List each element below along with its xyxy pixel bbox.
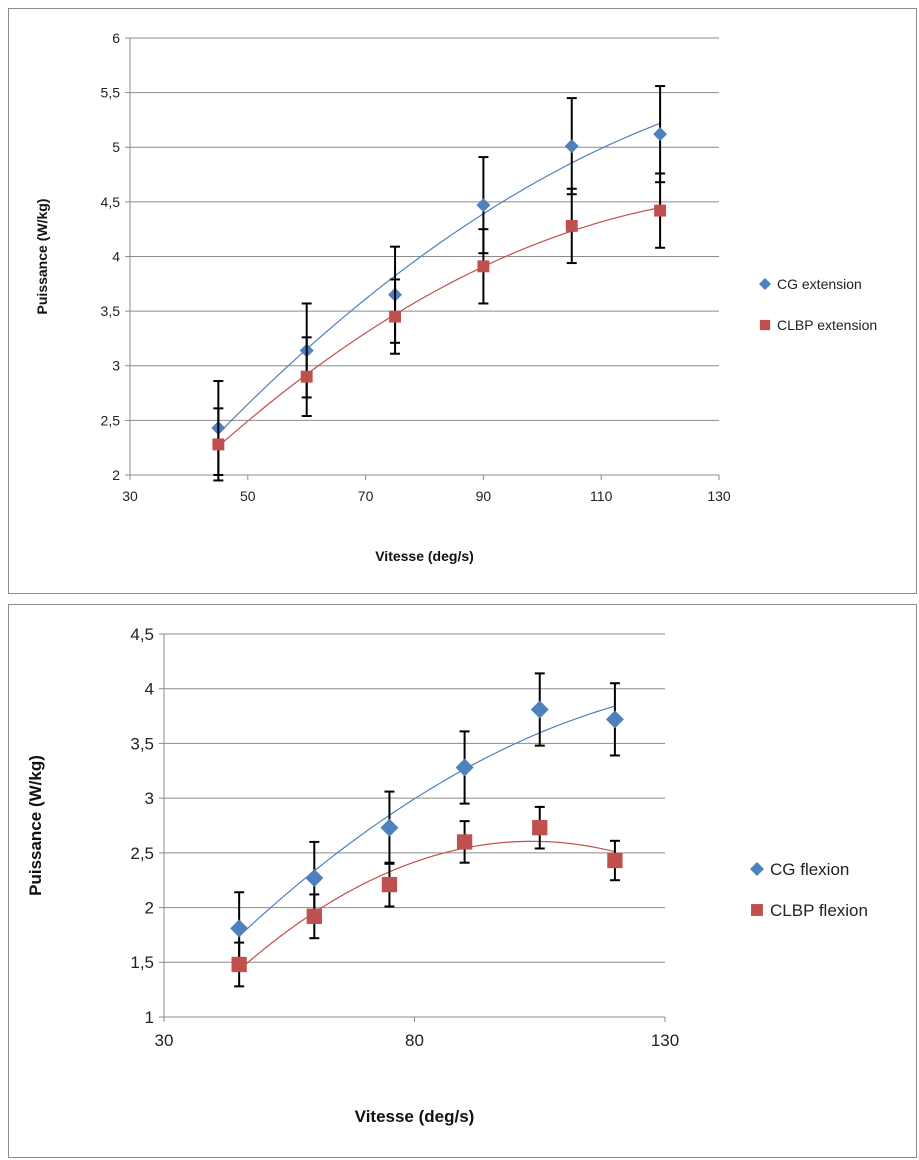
data-point-clbp	[456, 834, 473, 850]
chart-extension: 2 2,5 3 3,5 4 4,5 5 5,5 6 30 50 70 90 110 130 Vitesse (…	[8, 8, 917, 594]
data-point-cg	[230, 919, 249, 938]
data-point-cg	[530, 700, 549, 719]
y-tick-label: 6	[112, 30, 120, 46]
y-tick-label: 4	[112, 248, 120, 264]
x-tick-label: 130	[651, 1031, 679, 1050]
x-tick-label: 80	[405, 1031, 424, 1050]
data-point-cg	[380, 818, 399, 837]
legend-label: CG flexion	[770, 860, 849, 879]
data-point-cg	[564, 139, 579, 154]
data-point-cg	[653, 127, 668, 142]
x-tick-label: 30	[122, 488, 138, 504]
y-tick-label: 3,5	[130, 734, 154, 753]
y-axis-title: Puissance (W/kg)	[34, 199, 50, 315]
data-point-clbp	[300, 370, 313, 383]
y-tick-label: 5,5	[101, 85, 121, 101]
y-tick-label: 4	[145, 680, 154, 699]
legend-marker-clbp	[751, 904, 763, 916]
x-axis-title: Vitesse (deg/s)	[355, 1107, 475, 1126]
chart-extension-svg: 2 2,5 3 3,5 4 4,5 5 5,5 6 30 50 70 90 110 130 Vitesse (…	[34, 30, 877, 564]
data-point-clbp	[607, 852, 623, 869]
legend-marker-cg	[759, 278, 771, 290]
data-point-clbp	[231, 956, 247, 973]
legend-label: CG extension	[777, 276, 862, 292]
x-tick-label: 50	[240, 488, 256, 504]
y-tick-label: 2,5	[101, 412, 121, 428]
y-tick-label: 5	[112, 139, 120, 155]
y-tick-label: 2,5	[130, 844, 154, 863]
y-tick-label: 4,5	[101, 194, 121, 210]
x-tick-label: 90	[476, 488, 492, 504]
y-tick-label: 1	[145, 1008, 154, 1027]
data-point-cg	[605, 710, 624, 729]
legend-marker-clbp	[759, 319, 771, 331]
chart-flexion: 1 1,5 2 2,5 3 3,5 4 4,5 30 80 130 Vitesse (deg/s) Pu…	[8, 604, 917, 1158]
y-tick-label: 3	[145, 789, 154, 808]
data-point-clbp	[654, 204, 667, 217]
y-tick-label: 3,5	[101, 303, 121, 319]
data-point-clbp	[306, 908, 322, 924]
y-tick-label: 2	[112, 467, 120, 483]
x-axis-title: Vitesse (deg/s)	[375, 548, 474, 564]
y-tick-label: 1,5	[130, 953, 154, 972]
trendline-clbp	[238, 840, 616, 971]
data-point-clbp	[532, 820, 548, 836]
trendline-clbp	[217, 207, 661, 447]
x-tick-label: 70	[358, 488, 374, 504]
y-tick-label: 4,5	[130, 625, 154, 644]
x-tick-label: 30	[155, 1031, 174, 1050]
data-point-cg	[476, 198, 491, 213]
legend-marker-cg	[750, 862, 764, 876]
data-point-clbp	[477, 260, 490, 273]
trendline-cg	[238, 705, 616, 937]
data-point-clbp	[565, 219, 578, 232]
data-point-clbp	[212, 438, 225, 451]
chart-flexion-svg: 1 1,5 2 2,5 3 3,5 4 4,5 30 80 130 Vitesse (deg/s) Pu…	[26, 625, 868, 1126]
legend-label: CLBP extension	[777, 317, 877, 333]
data-point-clbp	[381, 876, 398, 893]
x-tick-label: 130	[707, 488, 731, 504]
data-point-clbp	[389, 310, 401, 323]
y-tick-label: 2	[145, 899, 154, 918]
x-tick-label: 110	[590, 488, 613, 504]
y-tick-label: 3	[112, 358, 120, 374]
y-axis-title: Puissance (W/kg)	[26, 755, 45, 896]
trendline-cg	[217, 122, 661, 435]
legend-label: CLBP flexion	[770, 901, 868, 920]
data-point-cg	[305, 869, 324, 888]
data-point-cg	[455, 758, 474, 777]
